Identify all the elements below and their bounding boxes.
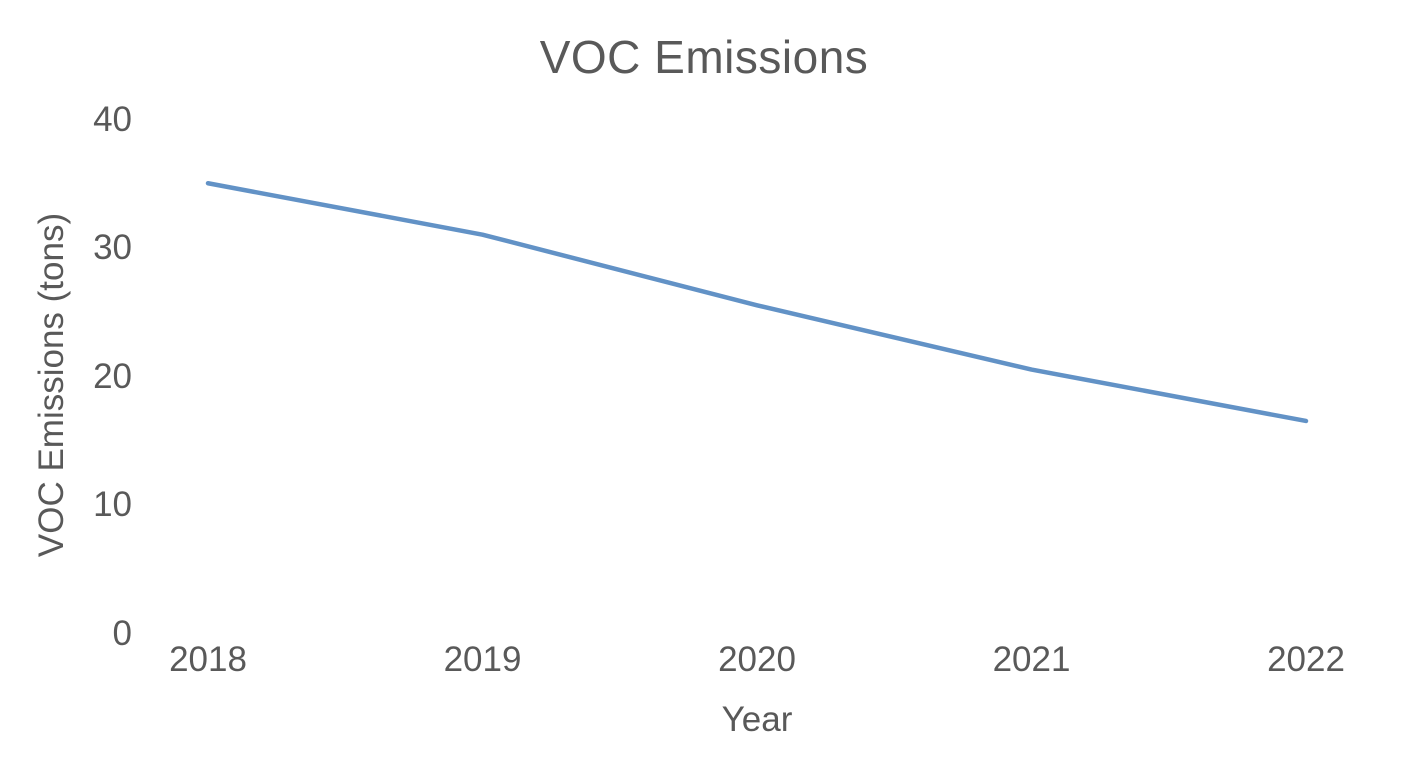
- series-line: [205, 181, 1309, 424]
- x-tick-label: 2018: [169, 640, 247, 679]
- y-tick-label: 40: [93, 99, 132, 139]
- y-tick-label: 20: [93, 356, 132, 396]
- x-axis-title: Year: [721, 700, 793, 739]
- y-tick-label: 0: [112, 613, 132, 653]
- x-tick-label: 2020: [718, 640, 796, 679]
- chart-title: VOC Emissions: [539, 31, 869, 83]
- x-tick-label: 2019: [443, 640, 522, 679]
- y-tick-label: 30: [93, 228, 132, 267]
- y-tick-label: 10: [93, 485, 132, 524]
- x-tick-label: 2021: [992, 640, 1071, 679]
- x-tick-label: 2022: [1267, 640, 1345, 679]
